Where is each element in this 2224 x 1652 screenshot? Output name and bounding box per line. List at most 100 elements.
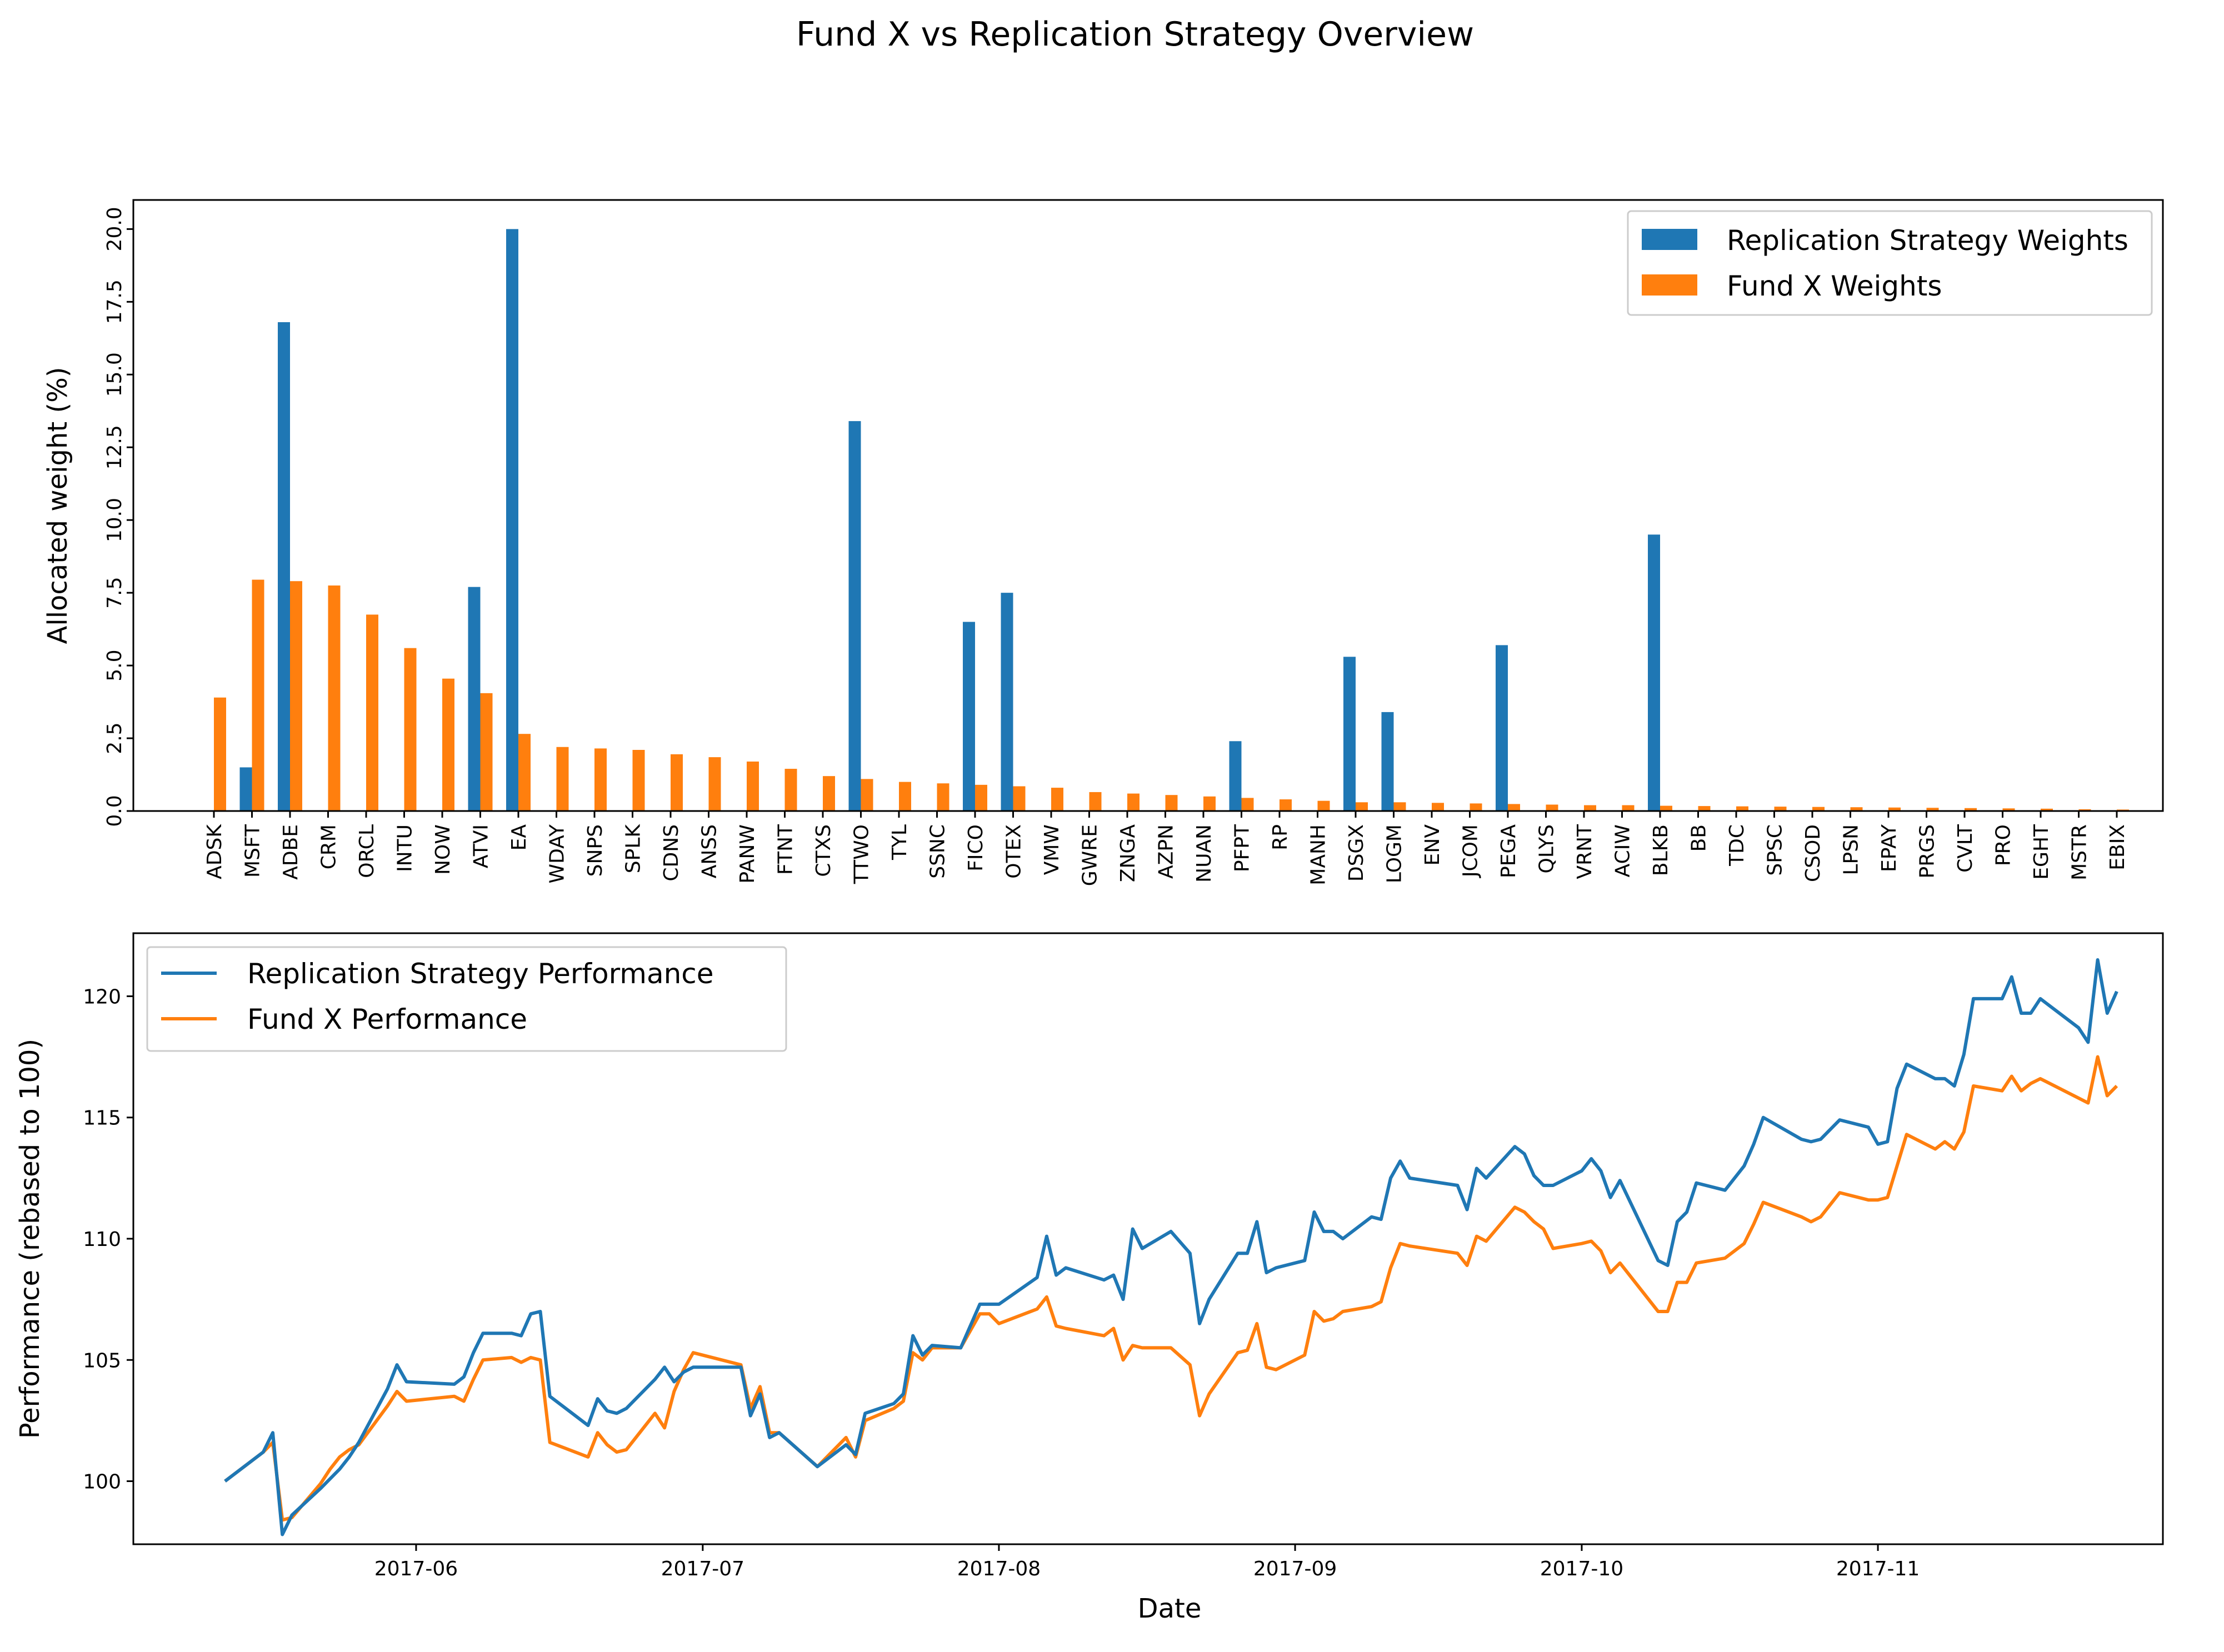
line-x-tick-label: 2017-09 xyxy=(1253,1558,1337,1580)
bar-x-tick-label: CDNS xyxy=(660,824,683,882)
bar-x-tick-label: LOGM xyxy=(1383,824,1406,883)
bar-x-tick-label: ATVI xyxy=(470,824,493,868)
bar-fund-prgs xyxy=(1926,808,1939,811)
bar-y-tick-label: 2.5 xyxy=(103,722,126,754)
line-x-tick-label: 2017-10 xyxy=(1540,1558,1623,1580)
bar-x-tick-label: EBIX xyxy=(2106,824,2129,870)
bar-fund-otex xyxy=(1013,786,1026,811)
bar-x-tick-label: JCOM xyxy=(1460,824,1482,878)
bar-x-tick-label: GWRE xyxy=(1079,824,1102,886)
bar-marks xyxy=(214,229,2129,811)
figure-title: Fund X vs Replication Strategy Overview xyxy=(796,15,1474,54)
bar-x-tick-label: ANSS xyxy=(698,824,721,878)
line-x-tick-label: 2017-07 xyxy=(661,1558,744,1580)
bar-x-tick-label: LPSN xyxy=(1840,824,1863,875)
line-x-tick-label: 2017-08 xyxy=(957,1558,1041,1580)
bar-x-tick-label: NUAN xyxy=(1193,824,1216,883)
bar-x-tick-label: VRNT xyxy=(1573,824,1596,879)
bar-fund-tyl xyxy=(899,782,911,811)
bar-x-tick-label: OTEX xyxy=(1003,824,1026,879)
bar-fund-cdns xyxy=(671,754,683,811)
bar-x-tick-label: SPSC xyxy=(1764,824,1787,876)
bar-fund-intu xyxy=(404,648,417,811)
bar-fund-epay xyxy=(1888,807,1901,811)
bar-x-tick-label: CSOD xyxy=(1802,824,1825,882)
line-axes-frame xyxy=(132,932,2164,1545)
bar-x-tick-label: CVLT xyxy=(1954,824,1977,873)
bar-x-tick-label: EGHT xyxy=(2030,824,2053,880)
line-y-tick-label: 120 xyxy=(83,985,121,1008)
bar-replication-adbe xyxy=(278,322,290,811)
bar-fund-orcl xyxy=(366,614,378,811)
bar-y-tick-label: 5.0 xyxy=(103,649,126,681)
line-fund-performance xyxy=(224,1055,2118,1522)
bar-fund-ssnc xyxy=(937,783,949,811)
bar-y-tick-label: 15.0 xyxy=(103,352,126,397)
bar-fund-aciw xyxy=(1622,805,1635,811)
bar-replication-pega xyxy=(1496,645,1508,811)
bar-fund-csod xyxy=(1812,807,1825,811)
bar-x-tick-label: BB xyxy=(1688,824,1711,852)
bar-fund-logm xyxy=(1393,802,1406,811)
line-y-tick-label: 100 xyxy=(83,1471,121,1494)
bar-x-tick-label: FTNT xyxy=(774,824,797,875)
bar-x-tick-label: AZPN xyxy=(1155,824,1178,879)
bar-x-tick-label: NOW xyxy=(432,824,454,875)
bar-x-ticks: ADSK MSFT ADBE CRM ORCL INTU NOW ATVI EA WDAY SNPS… xyxy=(203,811,2129,886)
bar-fund-jcom xyxy=(1470,803,1482,811)
line-legend-label-replication: Replication Strategy Performance xyxy=(247,958,714,990)
bar-fund-pfpt xyxy=(1241,798,1254,811)
bar-fund-nuan xyxy=(1203,796,1216,811)
bar-x-tick-label: MANH xyxy=(1307,824,1330,885)
bar-axes-frame xyxy=(132,199,2164,812)
bar-y-tick-label: 10.0 xyxy=(103,498,126,542)
bar-replication-logm xyxy=(1381,712,1394,811)
bar-y-tick-label: 12.5 xyxy=(103,425,126,469)
line-x-ticks: 2017-06 2017-07 2017-08 2017-09 2017-10 2017-… xyxy=(374,1544,1920,1580)
bar-fund-rp xyxy=(1280,799,1292,811)
bar-x-tick-label: WDAY xyxy=(546,824,569,884)
bar-legend-box xyxy=(1627,210,2153,316)
bar-replication-msft xyxy=(239,767,252,811)
bar-x-tick-label: ACIW xyxy=(1612,824,1635,877)
line-y-tick-label: 115 xyxy=(83,1107,121,1130)
bar-fund-env xyxy=(1432,803,1444,811)
bar-y-tick-label: 0.0 xyxy=(103,795,126,827)
line-y-tick-label: 110 xyxy=(83,1228,121,1251)
bar-fund-adbe xyxy=(290,581,302,811)
bar-fund-now xyxy=(442,678,454,811)
line-y-ticks: 100 105 110 115 120 xyxy=(83,985,133,1494)
bar-fund-cvlt xyxy=(1965,808,1977,811)
bar-fund-vmw xyxy=(1051,788,1063,811)
bar-fund-qlys xyxy=(1546,804,1558,811)
bar-x-tick-label: PANW xyxy=(736,824,759,884)
bar-x-tick-label: TTWO xyxy=(851,824,873,884)
bar-fund-pega xyxy=(1508,804,1520,811)
bar-fund-tdc xyxy=(1736,806,1748,811)
bar-fund-ea xyxy=(518,734,531,811)
bar-fund-msft xyxy=(252,579,264,811)
bar-x-tick-label: TYL xyxy=(888,824,911,860)
bar-replication-fico xyxy=(963,622,975,811)
bar-fund-azpn xyxy=(1165,795,1178,811)
bar-replication-atvi xyxy=(468,587,481,811)
bar-x-tick-label: DSGX xyxy=(1345,824,1368,882)
line-x-tick-label: 2017-06 xyxy=(374,1558,458,1580)
bar-x-tick-label: CTXS xyxy=(812,824,835,877)
bar-x-tick-label: TDC xyxy=(1726,824,1748,867)
bar-x-tick-label: RP xyxy=(1269,824,1292,850)
bar-replication-otex xyxy=(1001,593,1013,811)
bar-x-tick-label: BLKB xyxy=(1650,824,1672,876)
bar-x-tick-label: MSFT xyxy=(242,824,264,878)
bar-x-tick-label: INTU xyxy=(394,824,417,872)
bar-fund-snps xyxy=(594,748,607,811)
bar-fund-manh xyxy=(1317,800,1330,811)
line-x-tick-label: 2017-11 xyxy=(1836,1558,1920,1580)
bar-x-tick-label: ORCL xyxy=(356,824,378,878)
bar-fund-pro xyxy=(2002,808,2015,811)
bar-x-tick-label: ADSK xyxy=(203,824,226,879)
bar-fund-wday xyxy=(556,747,569,811)
line-replication-performance xyxy=(224,958,2118,1536)
bar-fund-znga xyxy=(1127,793,1140,811)
